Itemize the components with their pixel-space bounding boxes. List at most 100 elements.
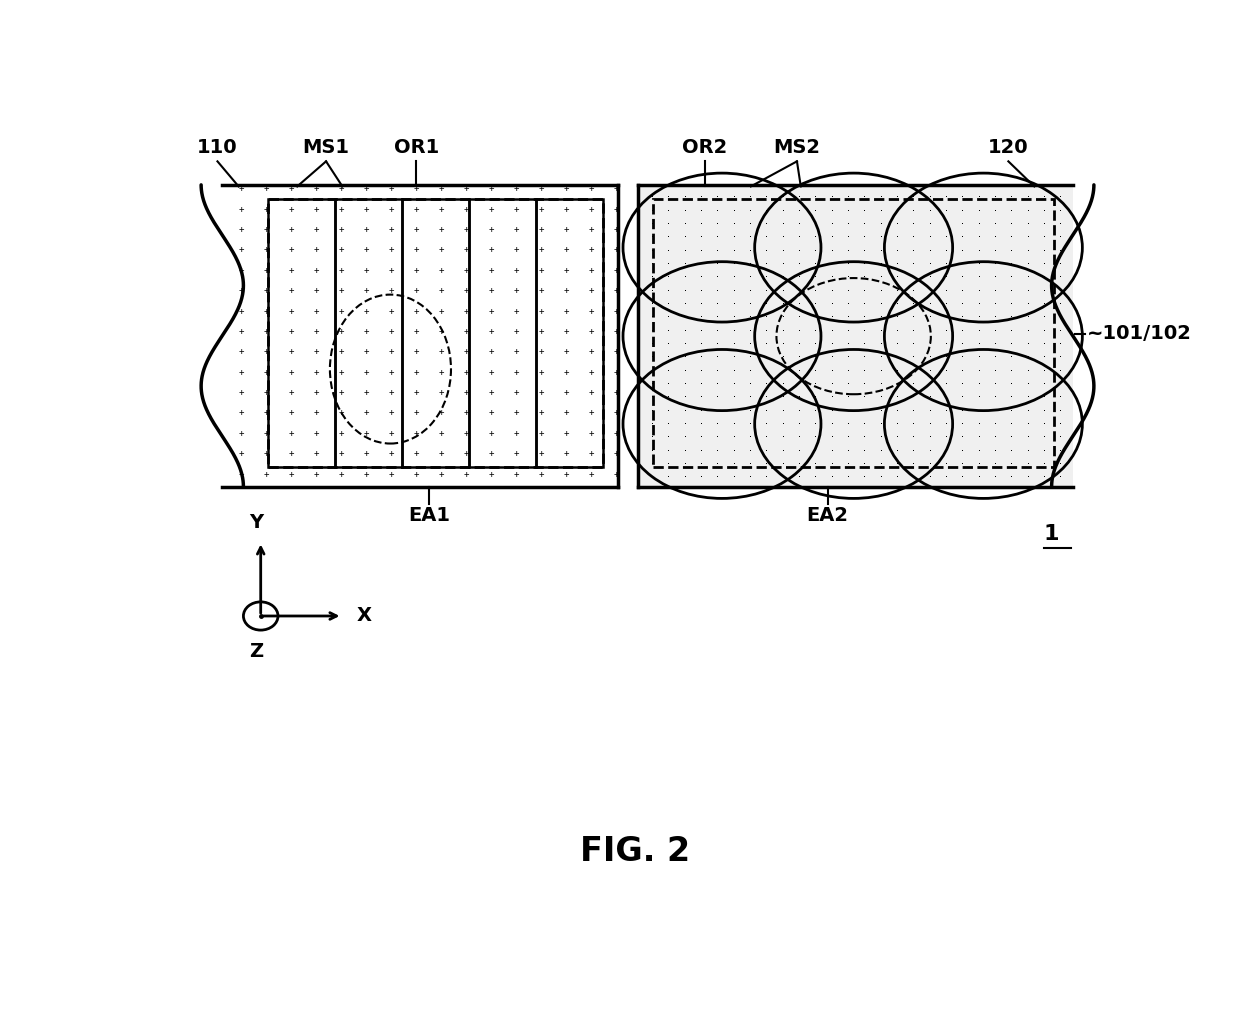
Text: +: + xyxy=(264,225,269,234)
Text: +: + xyxy=(489,184,494,193)
Text: +: + xyxy=(589,205,594,214)
Text: +: + xyxy=(414,449,419,458)
Text: +: + xyxy=(239,286,244,295)
Text: +: + xyxy=(614,205,619,214)
Text: +: + xyxy=(388,429,394,438)
Text: +: + xyxy=(339,266,345,275)
Text: +: + xyxy=(264,245,269,254)
Bar xyxy=(268,199,335,467)
Text: +: + xyxy=(489,306,494,316)
Text: +: + xyxy=(414,388,419,397)
Text: +: + xyxy=(414,367,419,377)
Text: +: + xyxy=(388,388,394,397)
Text: OR2: OR2 xyxy=(682,138,728,158)
Text: EA2: EA2 xyxy=(807,506,848,525)
Text: +: + xyxy=(414,245,419,254)
Text: +: + xyxy=(589,266,594,275)
Text: +: + xyxy=(239,367,244,377)
Text: +: + xyxy=(339,429,345,438)
Text: +: + xyxy=(339,184,345,193)
Text: +: + xyxy=(239,205,244,214)
Text: +: + xyxy=(589,469,594,478)
Text: +: + xyxy=(489,388,494,397)
Text: +: + xyxy=(589,347,594,356)
Text: +: + xyxy=(513,469,520,478)
Text: EA1: EA1 xyxy=(408,506,450,525)
Text: +: + xyxy=(264,469,269,478)
Text: +: + xyxy=(414,266,419,275)
Text: +: + xyxy=(513,184,520,193)
Text: +: + xyxy=(489,429,494,438)
Text: +: + xyxy=(339,367,345,377)
Text: +: + xyxy=(464,449,469,458)
Text: +: + xyxy=(414,347,419,356)
Text: +: + xyxy=(264,286,269,295)
Text: +: + xyxy=(363,225,370,234)
Text: +: + xyxy=(439,408,444,417)
Text: +: + xyxy=(614,429,619,438)
Text: +: + xyxy=(464,347,469,356)
Text: +: + xyxy=(489,408,494,417)
Text: +: + xyxy=(339,327,345,336)
Text: +: + xyxy=(439,429,444,438)
Text: 1: 1 xyxy=(1044,523,1059,544)
Text: +: + xyxy=(388,286,394,295)
Bar xyxy=(652,199,1054,467)
Text: +: + xyxy=(363,449,370,458)
Text: +: + xyxy=(538,367,544,377)
Text: +: + xyxy=(489,449,494,458)
Text: +: + xyxy=(339,306,345,316)
Text: +: + xyxy=(414,408,419,417)
Text: +: + xyxy=(339,347,345,356)
Text: +: + xyxy=(614,286,619,295)
Text: X: X xyxy=(357,607,372,625)
Text: +: + xyxy=(464,225,469,234)
Bar xyxy=(639,185,1073,487)
Text: +: + xyxy=(513,388,520,397)
Text: +: + xyxy=(314,469,319,478)
Text: +: + xyxy=(538,469,544,478)
Text: +: + xyxy=(564,286,569,295)
Text: +: + xyxy=(439,286,444,295)
Text: +: + xyxy=(564,408,569,417)
Text: +: + xyxy=(314,245,319,254)
Text: +: + xyxy=(289,367,294,377)
Text: +: + xyxy=(589,388,594,397)
Text: +: + xyxy=(363,408,370,417)
Bar xyxy=(268,199,603,467)
Text: +: + xyxy=(614,408,619,417)
Text: +: + xyxy=(314,408,319,417)
Text: +: + xyxy=(538,408,544,417)
Text: +: + xyxy=(513,408,520,417)
Text: +: + xyxy=(614,225,619,234)
Text: +: + xyxy=(363,266,370,275)
Text: +: + xyxy=(589,367,594,377)
Text: +: + xyxy=(513,286,520,295)
Text: +: + xyxy=(614,469,619,478)
Text: +: + xyxy=(289,225,294,234)
Text: +: + xyxy=(289,245,294,254)
Text: +: + xyxy=(464,388,469,397)
Text: +: + xyxy=(513,449,520,458)
Text: +: + xyxy=(564,205,569,214)
Text: +: + xyxy=(513,429,520,438)
Text: +: + xyxy=(439,388,444,397)
Text: +: + xyxy=(439,367,444,377)
Bar xyxy=(335,199,402,467)
Text: +: + xyxy=(464,469,469,478)
Text: +: + xyxy=(464,306,469,316)
Text: +: + xyxy=(513,367,520,377)
Text: +: + xyxy=(439,449,444,458)
Text: +: + xyxy=(489,367,494,377)
Text: +: + xyxy=(513,266,520,275)
Text: +: + xyxy=(439,225,444,234)
Text: +: + xyxy=(414,306,419,316)
Text: +: + xyxy=(564,388,569,397)
Text: +: + xyxy=(388,449,394,458)
Text: +: + xyxy=(564,306,569,316)
Text: +: + xyxy=(464,205,469,214)
Text: +: + xyxy=(513,327,520,336)
Text: +: + xyxy=(289,388,294,397)
Text: +: + xyxy=(239,306,244,316)
Text: +: + xyxy=(414,286,419,295)
